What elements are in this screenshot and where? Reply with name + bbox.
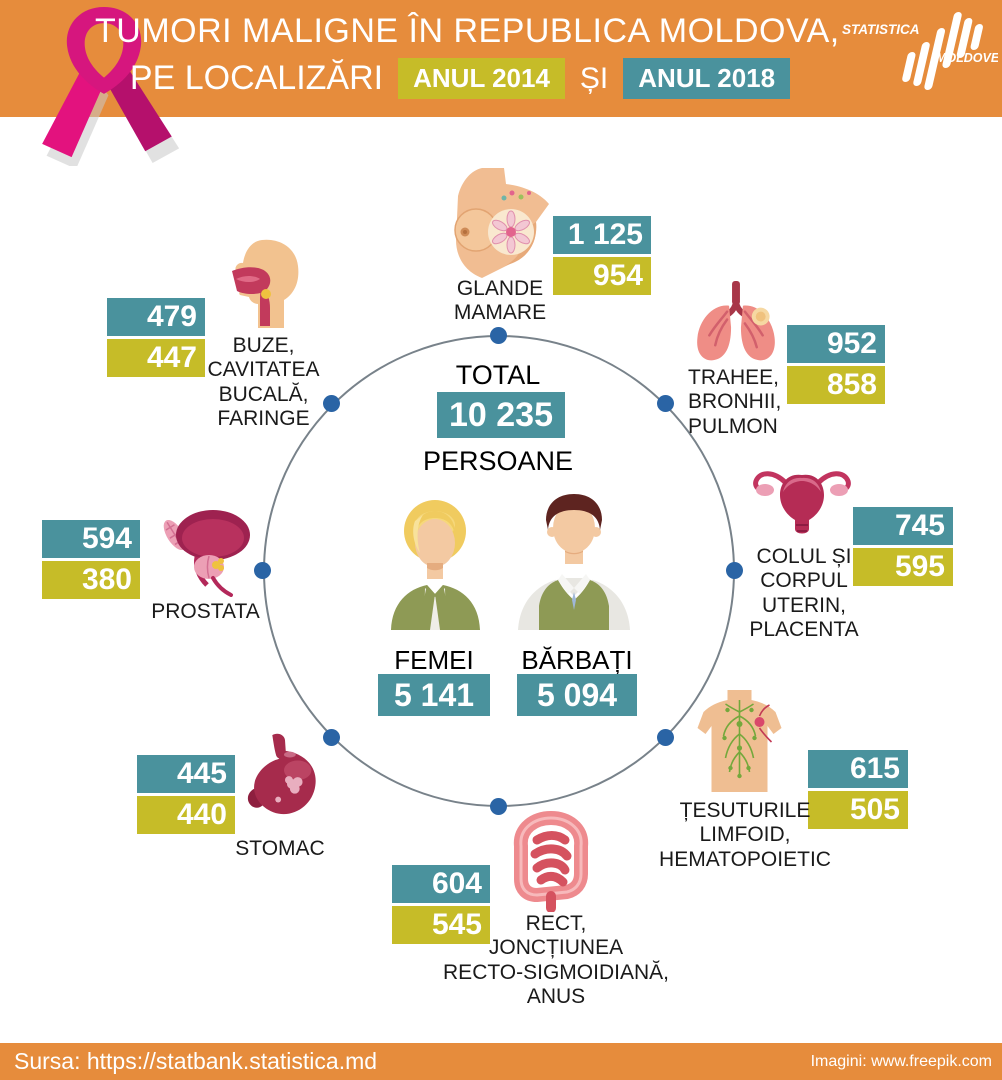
node-dot-upper-right [657,395,674,412]
stomach-value-2018: 445 [137,755,235,793]
node-dot-upper-left [323,395,340,412]
uterus-icon [753,471,851,534]
throat-icon [232,239,299,328]
prostate-value-2014: 380 [42,561,140,599]
images-credit: Imagini: www.freepik.com [810,1053,992,1070]
uterus-label: COLUL ȘI CORPUL UTERIN, PLACENTA [749,545,859,642]
rectum-value-2018: 604 [392,865,490,903]
male-value: 5 094 [517,674,637,716]
mouth-label: BUZE, CAVITATEA BUCALĂ, FARINGE [207,334,320,431]
pink-ribbon-icon [42,6,180,166]
stomach-value-2014: 440 [137,796,235,834]
mouth-value-2018: 479 [107,298,205,336]
node-dot-lower-left [323,729,340,746]
stomach-values: 445 440 [137,755,235,834]
breast-value-2014: 954 [553,257,651,295]
mouth-value-2014: 447 [107,339,205,377]
rectum-label: RECT, JONCȚIUNEA RECTO-SIGMOIDIANĂ, ANUS [443,912,669,1009]
persons-label: PERSOANE [422,446,574,476]
lymph-value-2018: 615 [808,750,908,788]
prostate-icon [163,510,250,597]
node-dot-lower-right [657,729,674,746]
breast-icon [454,168,549,278]
total-value: 10 235 [437,392,565,438]
mouth-values: 479 447 [107,298,205,377]
rectum-values: 604 545 [392,865,490,944]
title-line2: PE LOCALIZĂRI [129,59,384,97]
uterus-value-2014: 595 [853,548,953,586]
lymphatic-system-icon [697,690,782,792]
year-2018-badge: ANUL 2018 [623,58,791,99]
intestine-icon [513,811,589,912]
logo-text-moldovei: MOLDOVEI [936,51,998,65]
node-dot-right [726,562,743,579]
prostate-value-2018: 594 [42,520,140,558]
node-dot-top [490,327,507,344]
footer-bar: Sursa: https://statbank.statistica.md Im… [0,1043,1002,1080]
breast-label: GLANDE MAMARE [453,277,547,325]
year-2014-badge: ANUL 2014 [398,58,565,99]
prostate-label: PROSTATA [151,600,260,623]
conjunction-text: ȘI [579,61,609,95]
male-avatar [518,494,630,630]
node-dot-bottom [490,798,507,815]
breast-value-2018: 1 125 [553,216,651,254]
female-label: FEMEI [394,645,474,675]
lungs-value-2014: 858 [787,366,885,404]
logo-text-statistica: STATISTICA [842,22,920,37]
lungs-values: 952 858 [787,325,885,404]
lungs-label: TRAHEE, BRONHII, PULMON [688,366,782,438]
page-title: TUMORI MALIGNE ÎN REPUBLICA MOLDOVA, PE … [95,12,840,99]
lymph-value-2014: 505 [808,791,908,829]
uterus-value-2018: 745 [853,507,953,545]
female-avatar [391,500,480,630]
source-link[interactable]: Sursa: https://statbank.statistica.md [14,1048,378,1074]
total-label: TOTAL [455,360,541,390]
lungs-icon [697,280,775,361]
breast-values: 1 125 954 [553,216,651,295]
rectum-value-2014: 545 [392,906,490,944]
title-line1: TUMORI MALIGNE ÎN REPUBLICA MOLDOVA, [95,12,840,50]
stomach-label: STOMAC [235,837,325,860]
female-value: 5 141 [378,674,490,716]
lungs-value-2018: 952 [787,325,885,363]
stomach-icon [247,733,316,815]
statistica-moldovei-logo: STATISTICA MOLDOVEI [842,12,998,90]
male-label: BĂRBAȚI [521,645,633,675]
uterus-values: 745 595 [853,507,953,586]
lymph-label: ȚESUTURILE LIMFOID, HEMATOPOIETIC [659,799,831,871]
prostate-values: 594 380 [42,520,140,599]
node-dot-left [254,562,271,579]
lymph-values: 615 505 [808,750,908,829]
